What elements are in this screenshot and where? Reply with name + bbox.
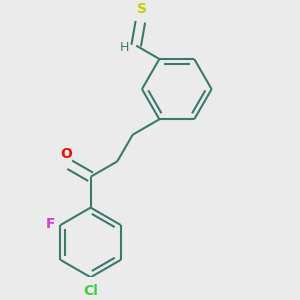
Text: Cl: Cl bbox=[83, 284, 98, 298]
Text: S: S bbox=[137, 2, 147, 16]
Text: H: H bbox=[120, 41, 130, 54]
Text: F: F bbox=[46, 217, 56, 231]
Text: O: O bbox=[60, 147, 72, 161]
